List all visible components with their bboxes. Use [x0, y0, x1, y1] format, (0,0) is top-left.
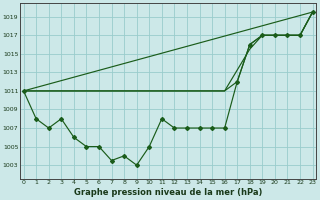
X-axis label: Graphe pression niveau de la mer (hPa): Graphe pression niveau de la mer (hPa)	[74, 188, 262, 197]
